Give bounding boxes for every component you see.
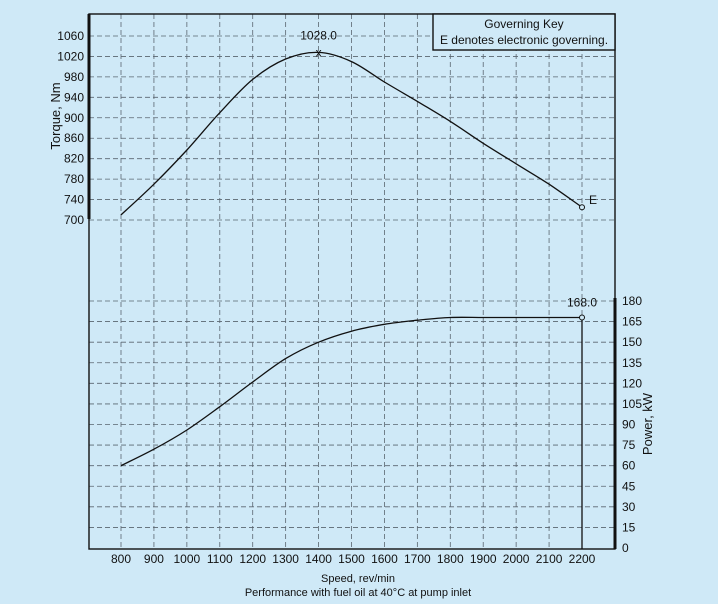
power-tick-label-0: 0 bbox=[622, 541, 629, 555]
torque-peak-marker: x bbox=[316, 45, 322, 59]
power-point-1000 bbox=[184, 427, 189, 432]
power-tick-label-45: 45 bbox=[622, 479, 636, 493]
power-end-marker bbox=[579, 314, 585, 321]
torque-end-label: E bbox=[589, 193, 597, 207]
tick-labels: 800 900 1000 1100 1200 1300 1400 1500 1600 1700 18… bbox=[57, 29, 642, 566]
x-tick-label-1800: 1800 bbox=[437, 552, 464, 566]
torque-point-1300 bbox=[283, 57, 288, 62]
power-series-line bbox=[120, 316, 582, 467]
legend: Governing Key E denotes electronic gover… bbox=[432, 13, 616, 51]
power-tick-label-75: 75 bbox=[622, 438, 636, 452]
chart-caption: Performance with fuel oil at 40°C at pum… bbox=[245, 587, 471, 599]
power-point-800 bbox=[119, 463, 124, 468]
torque-point-900 bbox=[151, 182, 156, 187]
x-tick-label-1100: 1100 bbox=[207, 552, 233, 566]
torque-tick-label-860: 860 bbox=[64, 131, 84, 145]
power-point-1800 bbox=[448, 315, 453, 320]
plot-border bbox=[88, 13, 616, 550]
x-tick-label-1700: 1700 bbox=[404, 552, 431, 566]
power-tick-label-165: 165 bbox=[622, 315, 642, 329]
torque-point-1800 bbox=[448, 119, 453, 124]
x-tick-label-1900: 1900 bbox=[470, 552, 497, 566]
torque-point-1600 bbox=[382, 80, 387, 85]
x-tick-label-1200: 1200 bbox=[239, 552, 266, 566]
power-point-2000 bbox=[514, 315, 519, 320]
power-end-label: 168.0 bbox=[567, 295, 597, 309]
x-tick-label-800: 800 bbox=[111, 552, 131, 566]
power-point-1700 bbox=[415, 318, 420, 323]
power-axis-title: Power, kW bbox=[640, 392, 655, 455]
torque-tick-label-1020: 1020 bbox=[57, 49, 84, 63]
torque-tick-label-780: 780 bbox=[64, 172, 84, 186]
power-tick-label-180: 180 bbox=[622, 294, 642, 308]
torque-point-1900 bbox=[481, 141, 486, 146]
torque-tick-label-980: 980 bbox=[64, 70, 84, 84]
torque-point-1200 bbox=[250, 77, 255, 82]
torque-tick-label-700: 700 bbox=[64, 213, 84, 227]
x-axis-title: Speed, rev/min bbox=[321, 573, 395, 585]
torque-point-2100 bbox=[547, 182, 552, 187]
power-point-900 bbox=[151, 447, 156, 452]
x-tick-label-1500: 1500 bbox=[338, 552, 365, 566]
x-tick-label-1400: 1400 bbox=[305, 552, 332, 566]
x-tick-label-2200: 2200 bbox=[569, 552, 596, 566]
x-tick-label-1600: 1600 bbox=[371, 552, 398, 566]
power-point-1500 bbox=[349, 329, 354, 334]
power-point-1300 bbox=[283, 356, 288, 361]
x-tick-label-2000: 2000 bbox=[503, 552, 530, 566]
torque-point-1100 bbox=[217, 110, 222, 115]
legend-text: E denotes electronic governing. bbox=[440, 33, 608, 47]
grid bbox=[89, 14, 615, 549]
power-tick-label-60: 60 bbox=[622, 459, 636, 473]
power-point-2100 bbox=[547, 315, 552, 320]
power-point-1600 bbox=[382, 322, 387, 327]
power-tick-label-105: 105 bbox=[622, 397, 642, 411]
power-tick-label-120: 120 bbox=[622, 376, 642, 390]
torque-point-1500 bbox=[349, 59, 354, 64]
torque-tick-label-900: 900 bbox=[64, 111, 84, 125]
torque-point-1700 bbox=[415, 99, 420, 104]
legend-box bbox=[432, 13, 616, 51]
legend-title: Governing Key bbox=[484, 17, 563, 31]
power-tick-label-150: 150 bbox=[622, 335, 642, 349]
x-tick-label-1000: 1000 bbox=[174, 552, 201, 566]
curves: x 1028.0 E 168.0 bbox=[119, 28, 597, 549]
plot-area-background bbox=[89, 14, 615, 549]
torque-point-1000 bbox=[184, 147, 189, 152]
power-tick-label-30: 30 bbox=[622, 500, 636, 514]
torque-tick-label-820: 820 bbox=[64, 152, 84, 166]
power-point-1900 bbox=[481, 315, 486, 320]
torque-series-line bbox=[120, 51, 583, 216]
power-tick-label-90: 90 bbox=[622, 418, 636, 432]
torque-point-2000 bbox=[514, 161, 519, 166]
power-tick-label-135: 135 bbox=[622, 356, 642, 370]
x-tick-label-2100: 2100 bbox=[536, 552, 563, 566]
torque-tick-label-1060: 1060 bbox=[57, 29, 84, 43]
torque-point-800 bbox=[119, 212, 124, 217]
torque-end-marker bbox=[579, 204, 585, 211]
x-tick-label-900: 900 bbox=[144, 552, 164, 566]
power-point-1100 bbox=[217, 404, 222, 409]
torque-axis-title: Torque, Nm bbox=[48, 82, 63, 149]
x-tick-label-1300: 1300 bbox=[272, 552, 299, 566]
torque-tick-label-740: 740 bbox=[64, 193, 84, 207]
torque-tick-label-940: 940 bbox=[64, 90, 84, 104]
power-point-1200 bbox=[250, 379, 255, 384]
torque-peak-label: 1028.0 bbox=[300, 28, 337, 42]
power-tick-label-15: 15 bbox=[622, 520, 636, 534]
power-point-1400 bbox=[316, 340, 321, 345]
